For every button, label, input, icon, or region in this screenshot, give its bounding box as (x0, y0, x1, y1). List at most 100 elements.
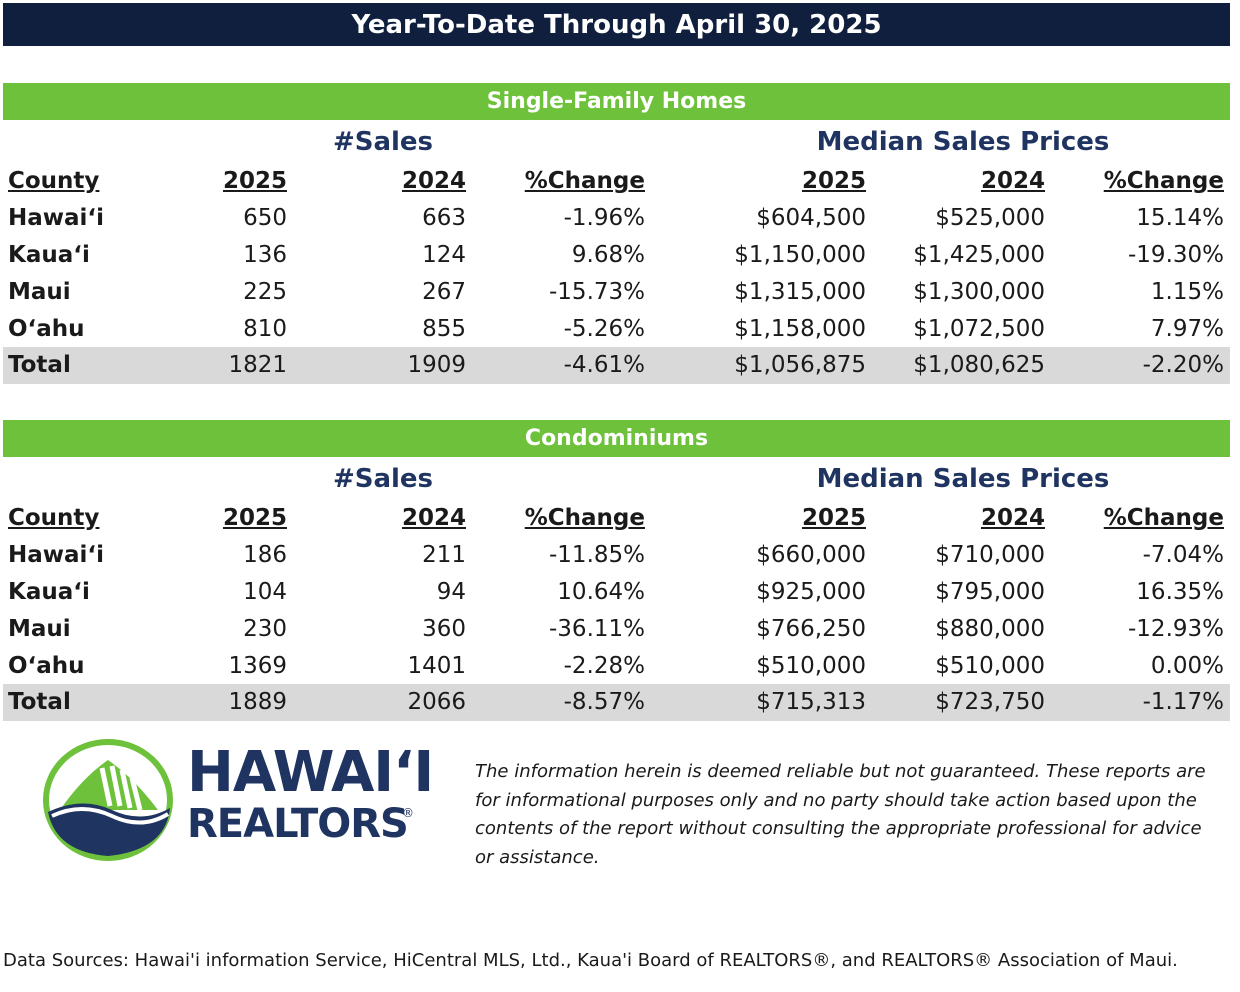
sales-2024: 2066 (407, 689, 466, 715)
sales-change: -8.57% (563, 689, 645, 715)
col-sales-2024: 2024 (401, 168, 466, 194)
prices-group-label: Median Sales Prices (816, 127, 1110, 157)
mountain-wave-icon (43, 739, 173, 861)
price-change: -2.20% (1142, 352, 1224, 378)
price-2024: $1,300,000 (913, 279, 1045, 305)
sales-2025: 650 (243, 205, 287, 231)
table-row: Oʻahu 810 855 -5.26% $1,158,000 $1,072,5… (3, 311, 1230, 348)
sales-2025: 230 (243, 616, 287, 642)
table-header-row: County 2025 2024 %Change 2025 2024 %Chan… (3, 500, 1230, 537)
section-header: Condominiums (3, 420, 1230, 457)
table-row: Hawaiʻi 186 211 -11.85% $660,000 $710,00… (3, 537, 1230, 574)
sales-change: -11.85% (549, 542, 645, 568)
price-2024: $880,000 (935, 616, 1045, 642)
sales-2025: 104 (243, 579, 287, 605)
price-2024: $1,080,625 (913, 352, 1045, 378)
sales-2025: 186 (243, 542, 287, 568)
sales-2025: 1889 (228, 689, 287, 715)
price-2025: $715,313 (756, 689, 866, 715)
county-name: Oʻahu (8, 316, 85, 342)
sales-change: 10.64% (557, 579, 645, 605)
price-change: 7.97% (1150, 316, 1224, 342)
single-family-section: Single-Family Homes #Sales Median Sales … (3, 83, 1230, 384)
price-change: 16.35% (1136, 579, 1224, 605)
sales-2025: 136 (243, 242, 287, 268)
sales-2024: 855 (422, 316, 466, 342)
col-price-2025: 2025 (801, 505, 866, 531)
sales-2024: 360 (422, 616, 466, 642)
sales-group-label: #Sales (332, 127, 434, 157)
table-row: Kauaʻi 136 124 9.68% $1,150,000 $1,425,0… (3, 237, 1230, 274)
disclaimer-text: The information herein is deemed reliabl… (475, 761, 1206, 868)
col-county: County (8, 505, 100, 531)
registered-mark: ® (402, 806, 414, 820)
total-label: Total (8, 352, 71, 378)
col-sales-change: %Change (524, 168, 645, 194)
county-name: Oʻahu (8, 653, 85, 679)
sales-change: 9.68% (571, 242, 645, 268)
sales-change: -15.73% (549, 279, 645, 305)
sales-change: -2.28% (563, 653, 645, 679)
price-change: 15.14% (1136, 205, 1224, 231)
price-change: 0.00% (1150, 653, 1224, 679)
data-sources: Data Sources: Hawai'i information Servic… (3, 950, 1178, 971)
total-row: Total 1821 1909 -4.61% $1,056,875 $1,080… (3, 347, 1230, 384)
price-change: -12.93% (1128, 616, 1224, 642)
page-title: Year-To-Date Through April 30, 2025 (3, 3, 1230, 46)
sales-change: -5.26% (563, 316, 645, 342)
price-2024: $710,000 (935, 542, 1045, 568)
sales-group-label: #Sales (332, 464, 434, 494)
price-2025: $660,000 (756, 542, 866, 568)
price-2025: $604,500 (756, 205, 866, 231)
price-change: 1.15% (1150, 279, 1224, 305)
price-2024: $1,072,500 (913, 316, 1045, 342)
col-price-2025: 2025 (801, 168, 866, 194)
col-sales-2025: 2025 (222, 168, 287, 194)
county-name: Hawaiʻi (8, 205, 105, 231)
table-header-row: County 2025 2024 %Change 2025 2024 %Chan… (3, 163, 1230, 200)
price-2025: $1,056,875 (734, 352, 866, 378)
county-name: Kauaʻi (8, 579, 90, 605)
prices-group-label: Median Sales Prices (816, 464, 1110, 494)
total-label: Total (8, 689, 71, 715)
price-2024: $795,000 (935, 579, 1045, 605)
price-2025: $510,000 (756, 653, 866, 679)
sales-change: -1.96% (563, 205, 645, 231)
sales-change: -36.11% (549, 616, 645, 642)
sales-2025: 1821 (228, 352, 287, 378)
price-2025: $1,150,000 (734, 242, 866, 268)
col-price-change: %Change (1103, 505, 1224, 531)
county-name: Hawaiʻi (8, 542, 105, 568)
hawaii-realtors-logo: HAWAIʻI REALTORS ® (42, 738, 434, 863)
sales-2024: 94 (436, 579, 466, 605)
county-name: Maui (8, 279, 71, 305)
sales-2024: 1909 (407, 352, 466, 378)
price-change: -7.04% (1142, 542, 1224, 568)
section-header: Single-Family Homes (3, 83, 1230, 120)
sales-2025: 810 (243, 316, 287, 342)
sales-change: -4.61% (563, 352, 645, 378)
price-2025: $766,250 (756, 616, 866, 642)
price-2024: $525,000 (935, 205, 1045, 231)
col-sales-2025: 2025 (222, 505, 287, 531)
logo-wordmark-realtors: REALTORS (187, 801, 409, 847)
price-change: -1.17% (1142, 689, 1224, 715)
price-2024: $510,000 (935, 653, 1045, 679)
logo-wordmark-hawaii: HAWAIʻI (187, 740, 434, 805)
col-price-change: %Change (1103, 168, 1224, 194)
sales-2024: 1401 (407, 653, 466, 679)
sales-2024: 124 (422, 242, 466, 268)
sales-2025: 225 (243, 279, 287, 305)
col-sales-2024: 2024 (401, 505, 466, 531)
sales-2024: 267 (422, 279, 466, 305)
sales-2025: 1369 (228, 653, 287, 679)
price-2025: $1,158,000 (734, 316, 866, 342)
table-row: Kauaʻi 104 94 10.64% $925,000 $795,000 1… (3, 574, 1230, 611)
price-2025: $1,315,000 (734, 279, 866, 305)
table-row: Hawaiʻi 650 663 -1.96% $604,500 $525,000… (3, 200, 1230, 237)
price-2025: $925,000 (756, 579, 866, 605)
price-2024: $723,750 (935, 689, 1045, 715)
county-name: Kauaʻi (8, 242, 90, 268)
total-row: Total 1889 2066 -8.57% $715,313 $723,750… (3, 684, 1230, 721)
col-price-2024: 2024 (980, 168, 1045, 194)
